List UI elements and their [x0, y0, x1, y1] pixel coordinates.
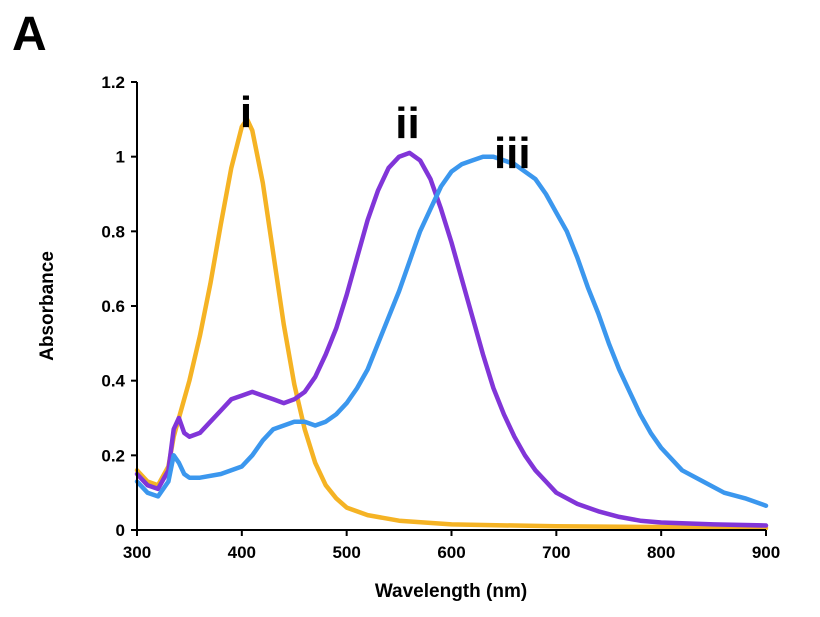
panel-label: A [12, 8, 47, 61]
y-tick-label: 0 [116, 521, 125, 540]
x-axis-title: Wavelength (nm) [375, 581, 527, 602]
plot-area [134, 117, 769, 531]
y-axis-title: Absorbance [37, 251, 58, 361]
x-tick-label: 400 [228, 543, 256, 562]
y-tick-label: 1 [116, 148, 125, 167]
series-line-ii [134, 150, 769, 528]
curve-label-i: i [240, 88, 252, 137]
y-tick-group: 0 0.2 0.4 0.6 0.8 1 1.2 [101, 73, 137, 540]
x-tick-label: 700 [542, 543, 570, 562]
y-tick-label: 0.4 [101, 372, 125, 391]
x-tick-label: 800 [647, 543, 675, 562]
y-tick-label: 0.8 [101, 222, 125, 241]
series-line-iii [134, 154, 769, 508]
x-tick-group: 300 400 500 600 700 800 900 [123, 530, 780, 562]
y-tick-label: 0.6 [101, 297, 125, 316]
curve-label-ii: ii [395, 99, 419, 148]
x-tick-label: 900 [752, 543, 780, 562]
x-tick-label: 500 [332, 543, 360, 562]
series-line-i [134, 117, 769, 531]
x-tick-label: 600 [437, 543, 465, 562]
y-tick-label: 0.2 [101, 446, 125, 465]
y-tick-label: 1.2 [101, 73, 125, 92]
x-tick-label: 300 [123, 543, 151, 562]
curve-label-iii: iii [494, 129, 531, 178]
